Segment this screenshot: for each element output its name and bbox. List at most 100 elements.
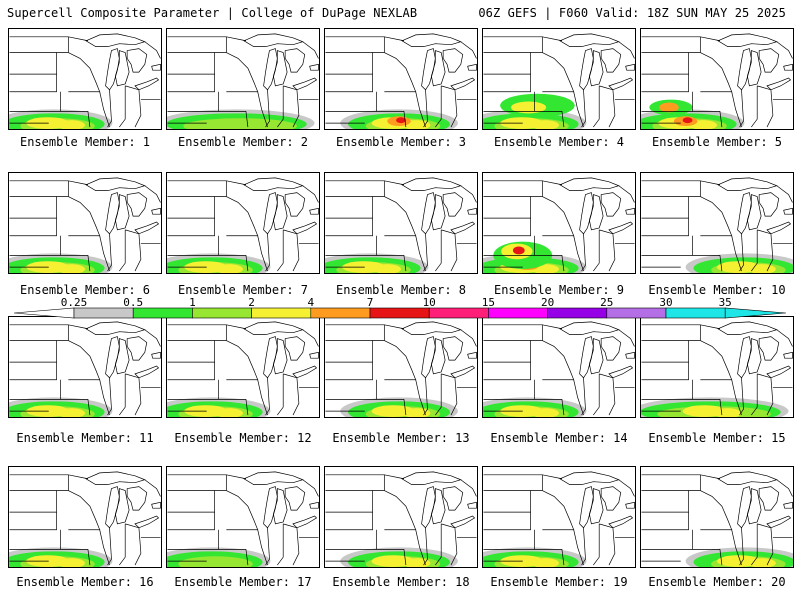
- member-label: Ensemble Member: 16: [16, 575, 154, 589]
- scp-contour: [57, 408, 85, 417]
- colorbar-tick-label: 2: [248, 296, 255, 309]
- member-map-17[interactable]: [166, 466, 320, 568]
- member-map-11[interactable]: [8, 316, 162, 418]
- member-map-15[interactable]: [640, 316, 794, 418]
- scp-contour: [178, 556, 253, 567]
- map-outlines: [167, 33, 319, 128]
- member-label: Ensemble Member: 6: [19, 283, 151, 297]
- member-map-18[interactable]: [324, 466, 478, 568]
- member-label: Ensemble Member: 17: [174, 575, 312, 589]
- map-outlines: [325, 321, 477, 416]
- member-label: Ensemble Member: 2: [177, 135, 309, 149]
- member-map-13[interactable]: [324, 316, 478, 418]
- scp-contour: [215, 408, 243, 417]
- colorbar-bin: [73, 307, 134, 319]
- member-map-6[interactable]: [8, 172, 162, 274]
- colorbar-bin: [310, 307, 371, 319]
- map-outlines: [641, 33, 793, 128]
- colorbar-bin: [488, 307, 548, 319]
- member-label: Ensemble Member: 19: [490, 575, 628, 589]
- map-outlines: [483, 177, 635, 272]
- member-label: Ensemble Member: 15: [648, 431, 786, 445]
- map-outlines: [641, 321, 793, 416]
- colorbar-bin: [192, 307, 252, 319]
- map-outlines: [167, 471, 319, 566]
- map-outlines: [9, 33, 161, 128]
- scp-contour: [57, 120, 85, 129]
- scp-contour: [682, 117, 693, 124]
- colorbar-tick-label: 1: [189, 296, 196, 309]
- colorbar-strip: [13, 307, 787, 319]
- member-map-4[interactable]: [482, 28, 636, 130]
- map-outlines: [641, 177, 793, 272]
- member-map-14[interactable]: [482, 316, 636, 418]
- map-outlines: [325, 177, 477, 272]
- colorbar-tick-label: 20: [540, 296, 555, 309]
- colorbar-tick-label: 4: [307, 296, 315, 309]
- member-label: Ensemble Member: 11: [16, 431, 154, 445]
- colorbar-bin: [665, 307, 726, 319]
- map-outlines: [9, 321, 161, 416]
- map-outlines: [483, 321, 635, 416]
- member-map-2[interactable]: [166, 28, 320, 130]
- scp-contour: [714, 408, 742, 417]
- map-title: Supercell Composite Parameter | College …: [7, 6, 418, 20]
- scp-contour: [510, 101, 547, 114]
- colorbar-max-arrow: [724, 307, 787, 319]
- scp-contour: [531, 558, 559, 567]
- map-outlines: [9, 471, 161, 566]
- colorbar-tick-label: 7: [366, 296, 374, 309]
- member-map-16[interactable]: [8, 466, 162, 568]
- member-map-12[interactable]: [166, 316, 320, 418]
- member-map-10[interactable]: [640, 172, 794, 274]
- member-label: Ensemble Member: 1: [19, 135, 151, 149]
- member-label: Ensemble Member: 9: [493, 283, 625, 297]
- scp-contour: [659, 102, 679, 113]
- scp-contour: [57, 558, 85, 567]
- member-map-3[interactable]: [324, 28, 478, 130]
- member-label: Ensemble Member: 14: [490, 431, 628, 445]
- scp-contour: [531, 120, 559, 129]
- member-label: Ensemble Member: 7: [177, 283, 309, 297]
- member-label: Ensemble Member: 18: [332, 575, 470, 589]
- member-label: Ensemble Member: 3: [335, 135, 467, 149]
- scp-contour: [183, 118, 297, 129]
- member-map-5[interactable]: [640, 28, 794, 130]
- colorbar-min-arrow: [13, 307, 75, 319]
- member-label: Ensemble Member: 20: [648, 575, 786, 589]
- map-outlines: [483, 33, 635, 128]
- member-map-20[interactable]: [640, 466, 794, 568]
- scp-contour: [57, 264, 85, 273]
- scp-contour: [531, 408, 559, 417]
- colorbar-tick-label: 0.5: [123, 296, 144, 309]
- scp-contour: [215, 264, 243, 273]
- map-outlines: [167, 321, 319, 416]
- member-map-9[interactable]: [482, 172, 636, 274]
- colorbar-bin: [606, 307, 667, 319]
- colorbar-bin: [251, 307, 312, 319]
- scp-contour: [512, 246, 525, 255]
- colorbar-bin: [428, 307, 489, 319]
- colorbar-tick-label: 0.25: [60, 296, 88, 309]
- map-outlines: [9, 177, 161, 272]
- member-label: Ensemble Member: 13: [332, 431, 470, 445]
- colorbar-bin: [547, 307, 608, 319]
- map-outlines: [167, 177, 319, 272]
- member-label: Ensemble Member: 4: [493, 135, 625, 149]
- colorbar-tick-label: 15: [481, 296, 496, 309]
- member-label: Ensemble Member: 8: [335, 283, 467, 297]
- member-map-8[interactable]: [324, 172, 478, 274]
- member-map-7[interactable]: [166, 172, 320, 274]
- map-outlines: [483, 471, 635, 566]
- member-map-1[interactable]: [8, 28, 162, 130]
- map-outlines: [325, 33, 477, 128]
- colorbar-tick-label: 30: [659, 296, 673, 309]
- member-label: Ensemble Member: 10: [648, 283, 786, 297]
- member-label: Ensemble Member: 12: [174, 431, 312, 445]
- colorbar-bin: [132, 307, 193, 319]
- scp-contour: [396, 117, 406, 124]
- member-map-19[interactable]: [482, 466, 636, 568]
- valid-time: 06Z GEFS | F060 Valid: 18Z SUN MAY 25 20…: [478, 6, 786, 20]
- colorbar-bin: [369, 307, 430, 319]
- scp-contour: [373, 264, 401, 273]
